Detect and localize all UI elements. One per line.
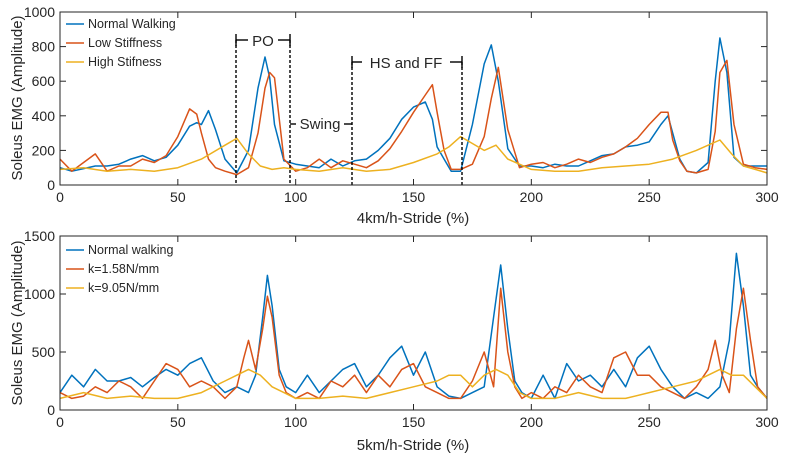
- plot-area-top: [60, 12, 767, 185]
- x-tick-label-bottom: 100: [284, 414, 308, 430]
- y-tick-label-bottom: 500: [32, 344, 56, 360]
- x-tick-label-bottom: 200: [520, 414, 544, 430]
- annotation-swing: Swing: [300, 116, 341, 133]
- x-axis-label-bottom: 5km/h-Stride (%): [357, 437, 470, 454]
- plot-frame-top: [59, 11, 768, 186]
- x-tick-label-bottom: 250: [637, 414, 661, 430]
- plot-area-bottom: [60, 236, 767, 410]
- x-axis-label-top: 4km/h-Stride (%): [357, 210, 470, 227]
- y-tick-label-top: 0: [47, 177, 55, 193]
- y-tick-label-top: 400: [32, 108, 56, 124]
- series-line-bottom-k-9-05n-mm: [59, 368, 768, 400]
- x-tick-label-top: 100: [284, 189, 308, 205]
- y-tick-label-top: 800: [32, 39, 56, 55]
- annotation-markers: [235, 34, 463, 185]
- x-tick-label-top: 0: [56, 189, 64, 205]
- y-tick-label-top: 1000: [24, 4, 55, 20]
- legend-label-normal-walking-bottom: Normal walking: [88, 243, 173, 257]
- series-line-top-high-stifness: [59, 135, 768, 174]
- annotation-hs-ff: HS and FF: [370, 55, 443, 72]
- axes-top: 0 50 100 150 200 250 300 0 200 400 600 800 1000: [24, 4, 779, 205]
- plot-frame-bottom: [59, 235, 768, 411]
- legend-label-low-stiffness: Low Stiffness: [88, 36, 162, 50]
- annotation-po: PO: [252, 33, 274, 50]
- legend-label-high-stifness: High Stifness: [88, 55, 162, 69]
- chart-top: PO Swing HS and FF 0 50 100 150 200 250 300 0 20…: [9, 4, 779, 227]
- y-axis-label-bottom: Soleus EMG (Amplitude): [9, 240, 26, 405]
- x-tick-label-top: 250: [637, 189, 661, 205]
- series-line-bottom-k-1-58n-mm: [59, 287, 768, 400]
- legend-label-normal-walking: Normal Walking: [88, 17, 176, 31]
- legend-label-k-1-58: k=1.58N/mm: [88, 262, 159, 276]
- y-axis-label-top: Soleus EMG (Amplitude): [9, 15, 26, 180]
- x-tick-label-top: 200: [520, 189, 544, 205]
- series-group-bottom: [59, 252, 768, 400]
- y-tick-label-bottom: 1500: [24, 228, 55, 244]
- y-tick-label-bottom: 1000: [24, 286, 55, 302]
- x-tick-label-top: 300: [755, 189, 779, 205]
- legend-bottom: Normal walking k=1.58N/mm k=9.05N/mm: [66, 243, 173, 295]
- x-tick-label-bottom: 50: [170, 414, 186, 430]
- x-tick-label-bottom: 150: [402, 414, 426, 430]
- y-tick-label-bottom: 0: [47, 402, 55, 418]
- series-group-top: [59, 37, 768, 176]
- x-tick-label-bottom: 300: [755, 414, 779, 430]
- series-line-bottom-normal-walking: [59, 252, 768, 400]
- chart-bottom: 0 50 100 150 200 250 300 0 500 1000 1500 Normal wa…: [9, 228, 779, 454]
- x-tick-label-top: 150: [402, 189, 426, 205]
- x-tick-label-bottom: 0: [56, 414, 64, 430]
- series-line-top-low-stiffness: [59, 59, 768, 176]
- legend-top: Normal Walking Low Stiffness High Stifne…: [66, 17, 176, 69]
- x-tick-label-top: 50: [170, 189, 186, 205]
- y-tick-label-top: 600: [32, 73, 56, 89]
- y-tick-label-top: 200: [32, 142, 56, 158]
- axes-bottom: 0 50 100 150 200 250 300 0 500 1000 1500: [24, 228, 779, 430]
- legend-label-k-9-05: k=9.05N/mm: [88, 281, 159, 295]
